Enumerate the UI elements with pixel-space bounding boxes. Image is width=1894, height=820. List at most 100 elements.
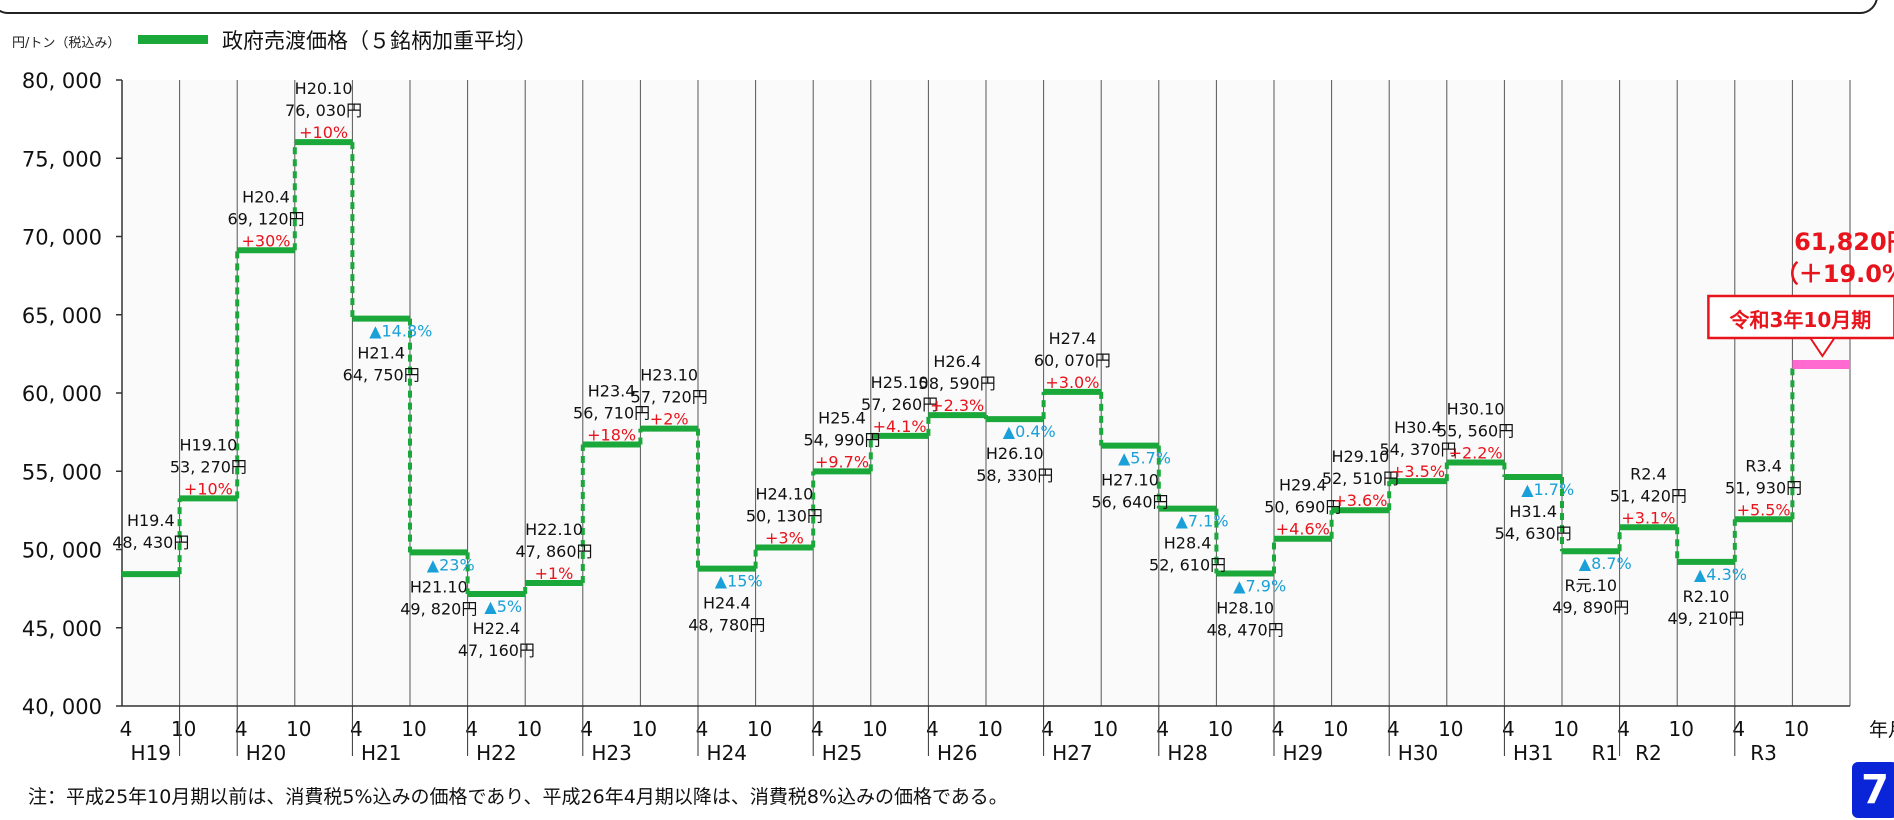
highlight-callout-label: 令和3年10月期 [1730,308,1872,332]
value-label: 52, 610円 [1149,556,1226,575]
y-tick-label: 60, 000 [22,382,102,406]
period-label: H29.4 [1279,476,1327,495]
x-tick-label: 10 [401,717,426,741]
year-label: H27 [1052,741,1093,765]
x-tick-label: 4 [1272,717,1285,741]
value-label: 49, 890円 [1552,598,1629,617]
change-label: ▲0.4% [1003,422,1056,441]
period-label: H31.4 [1509,502,1557,521]
value-label: 76, 030円 [285,101,362,120]
legend-label: 政府売渡価格（５銘柄加重平均） [222,29,537,53]
change-label: ▲15% [715,572,763,591]
value-label: 54, 990円 [803,430,880,449]
y-tick-label: 70, 000 [22,226,102,250]
x-tick-label: 10 [1438,717,1463,741]
change-label: +5.5% [1737,500,1791,519]
change-label: +3.5% [1391,462,1445,481]
footnote: 注：平成25年10月期以前は、消費税5%込みの価格であり、平成26年4月期以降は… [28,786,1008,808]
value-label: 48, 470円 [1207,620,1284,639]
period-label: H26.10 [986,444,1044,463]
change-label: ▲5% [484,597,522,616]
year-label: H24 [707,741,748,765]
period-label: H24.4 [703,594,751,613]
value-label: 60, 070円 [1034,351,1111,370]
period-label: R2.10 [1683,587,1730,606]
value-label: 56, 640円 [1091,493,1168,512]
x-tick-label: 4 [465,717,478,741]
value-label: 47, 860円 [515,542,592,561]
year-label: H19 [131,741,172,765]
highlight-change-label: （＋19.0%） [1775,260,1894,288]
x-tick-label: 4 [1732,717,1745,741]
x-tick-label: 10 [286,717,311,741]
change-label: +9.7% [815,452,869,471]
year-label: H28 [1167,741,1208,765]
x-tick-label: 4 [926,717,939,741]
value-label: 49, 820円 [400,599,477,618]
change-label: +18% [587,425,636,444]
value-label: 51, 420円 [1610,486,1687,505]
x-tick-label: 4 [811,717,824,741]
highlight-value-label: 61,820円 [1794,228,1894,256]
change-label: +3.0% [1045,373,1099,392]
period-label: H22.4 [473,619,521,638]
change-label: +3.1% [1621,508,1675,527]
unit-label: 円/トン（税込み） [12,36,121,51]
change-label: ▲14.8% [369,322,432,341]
value-label: 58, 590円 [919,374,996,393]
value-label: 57, 260円 [861,395,938,414]
x-tick-label: 4 [696,717,709,741]
value-label: 54, 630円 [1495,524,1572,543]
change-label: +4.1% [873,417,927,436]
x-tick-label: 10 [862,717,887,741]
period-label: H23.4 [588,381,636,400]
period-label: H21.10 [410,577,468,596]
period-label: H28.4 [1164,534,1212,553]
year-label: H25 [822,741,863,765]
period-label: H27.10 [1101,471,1159,490]
change-label: ▲1.7% [1521,480,1574,499]
x-tick-label: 4 [1387,717,1400,741]
year-label: H23 [591,741,632,765]
y-tick-label: 55, 000 [22,460,102,484]
x-tick-label: 4 [120,717,133,741]
x-tick-label: 10 [1092,717,1117,741]
change-label: ▲23% [427,555,475,574]
x-tick-label: 4 [580,717,593,741]
value-label: 52, 510円 [1322,469,1399,488]
period-label: H22.10 [525,520,583,539]
y-tick-label: 65, 000 [22,304,102,328]
change-label: +4.6% [1276,520,1330,539]
year-label: H31 [1513,741,1554,765]
year-label: R1 [1591,741,1618,765]
value-label: 48, 780円 [688,616,765,635]
x-tick-label: 4 [235,717,248,741]
change-label: ▲8.7% [1579,554,1632,573]
price-chart: 40, 000 45, 000 50, 000 55, 000 60, 000 65, 0… [22,69,1894,765]
period-label: H20.10 [295,79,353,98]
x-tick-label: 10 [1668,717,1693,741]
value-label: 56, 710円 [573,403,650,422]
period-label: R2.4 [1630,464,1667,483]
value-label: 64, 750円 [343,366,420,385]
x-tick-label: 10 [977,717,1002,741]
period-label: H25.4 [818,408,866,427]
value-label: 55, 560円 [1437,421,1514,440]
y-tick-label: 80, 000 [22,69,102,93]
x-tick-label: 4 [350,717,363,741]
period-label: H24.10 [755,484,813,503]
change-label: +3.6% [1333,491,1387,510]
highlight-callout-pointer [1808,337,1837,358]
period-label: R元.10 [1565,576,1618,595]
page-number-badge: 7 [1852,762,1894,818]
change-label: +2.2% [1449,443,1503,462]
change-label: +10% [184,479,233,498]
value-label: 50, 690円 [1264,498,1341,517]
change-label: +2% [650,410,689,429]
change-label: ▲7.9% [1233,576,1286,595]
year-label: H20 [246,741,287,765]
x-tick-label: 10 [1784,717,1809,741]
value-label: 58, 330円 [976,466,1053,485]
year-label: R3 [1750,741,1777,765]
x-tick-label: 10 [171,717,196,741]
